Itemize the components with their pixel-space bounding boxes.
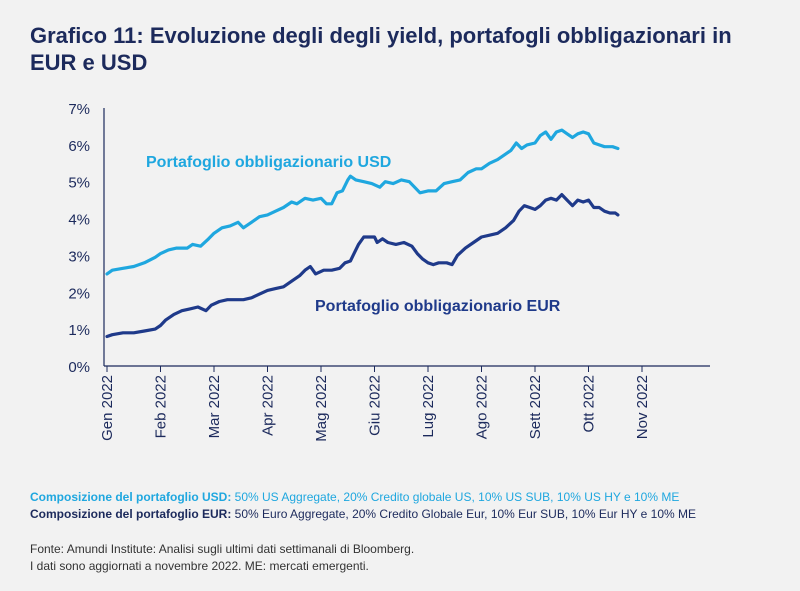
x-axis: Gen 2022 Feb 2022 Mar 2022 Apr 2022 Mag 2022… — [99, 365, 710, 442]
x-tick-label: Gen 2022 — [99, 375, 116, 441]
x-tick-label: Lug 2022 — [420, 375, 437, 438]
source-line-1: Fonte: Amundi Institute: Analisi sugli u… — [30, 542, 415, 556]
y-tick-label: 5% — [68, 175, 90, 192]
note-usd-text: 50% US Aggregate, 20% Credito globale US… — [231, 490, 680, 504]
portfolio-notes: Composizione del portafoglio USD: 50% US… — [30, 489, 790, 523]
y-tick-label: 6% — [68, 138, 90, 155]
x-tick-label: Ago 2022 — [474, 375, 491, 439]
note-eur-text: 50% Euro Aggregate, 20% Credito Globale … — [231, 507, 697, 521]
y-tick-label: 2% — [68, 285, 90, 302]
source-note: Fonte: Amundi Institute: Analisi sugli u… — [30, 541, 790, 575]
y-tick-label: 7% — [68, 101, 90, 118]
series-lines — [105, 128, 620, 339]
note-eur: Composizione del portafoglio EUR: 50% Eu… — [30, 506, 790, 523]
line-chart: 0% 1% 2% 3% 4% 5% 6% 7% Gen 2022 Feb 2022 Mar 202… — [68, 101, 710, 442]
series-label-usd: Portafoglio obbligazionario USD — [146, 154, 391, 171]
note-usd-heading: Composizione del portafoglio USD: — [30, 490, 232, 504]
y-axis: 0% 1% 2% 3% 4% 5% 6% 7% — [68, 101, 105, 376]
x-tick-label: Apr 2022 — [260, 375, 277, 436]
y-tick-label: 1% — [68, 322, 90, 339]
x-tick-label: Nov 2022 — [634, 375, 651, 439]
x-tick-label: Giu 2022 — [367, 375, 384, 436]
x-tick-label: Mar 2022 — [206, 375, 223, 438]
x-tick-label: Feb 2022 — [153, 375, 170, 438]
y-tick-label: 0% — [68, 359, 90, 376]
note-usd: Composizione del portafoglio USD: 50% US… — [30, 489, 790, 506]
note-eur-heading: Composizione del portafoglio EUR: — [30, 507, 232, 521]
series-label-eur: Portafoglio obbligazionario EUR — [315, 298, 561, 315]
y-tick-label: 4% — [68, 212, 90, 229]
series-line-usd — [105, 128, 620, 276]
chart-title: Grafico 11: Evoluzione degli degli yield… — [30, 23, 732, 75]
y-tick-label: 3% — [68, 248, 90, 265]
x-tick-label: Mag 2022 — [313, 375, 330, 442]
source-line-2: I dati sono aggiornati a novembre 2022. … — [30, 559, 369, 573]
x-tick-label: Sett 2022 — [527, 375, 544, 439]
series-line-eur — [105, 193, 620, 339]
x-tick-label: Ott 2022 — [581, 375, 598, 433]
